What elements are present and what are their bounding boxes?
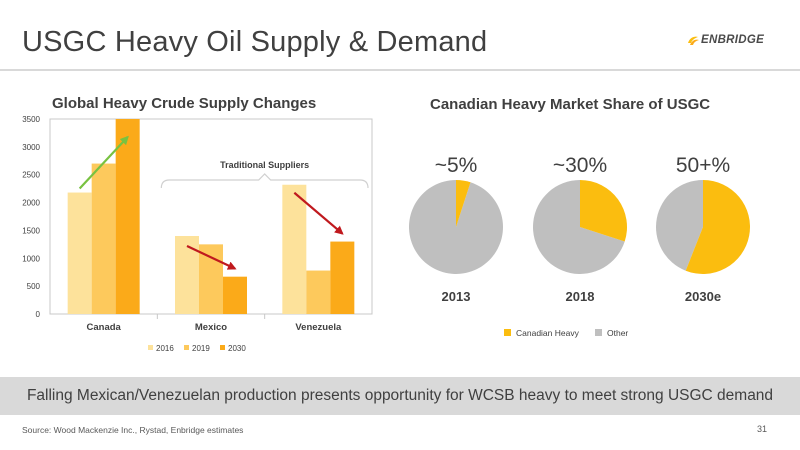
bar-canada-2016: [67, 192, 92, 314]
share-label-2013: ~5%: [435, 154, 478, 177]
venezuela-decline-arrow: [293, 191, 344, 235]
pie-2030e: 50+% 2030e: [656, 154, 750, 304]
pie-year-label-2030e: 2030e: [685, 289, 721, 304]
logo-text: ENBRIDGE: [701, 34, 765, 46]
pie-legend: Canadian Heavy Other: [504, 328, 628, 338]
y-tick-label-1: 500: [27, 282, 41, 291]
y-tick-label-4: 2000: [22, 199, 40, 208]
legend-label-2019: 2019: [192, 344, 210, 353]
y-tick-label-7: 3500: [22, 115, 40, 124]
x-category-label-mexico: Mexico: [195, 322, 227, 333]
bar-mexico-2030: [223, 276, 247, 314]
pie-slice-canadian-heavy-2013: [456, 180, 471, 227]
bar-venezuela-2019: [306, 270, 331, 314]
y-tick-label-5: 2500: [22, 171, 40, 180]
share-label-2030e: 50+%: [676, 154, 730, 177]
pie-slice-other-2030e: [656, 180, 703, 271]
y-tick-label-3: 1500: [22, 226, 40, 235]
enbridge-logo: ENBRIDGE: [686, 30, 786, 50]
legend-swatch-2019: [184, 345, 189, 350]
legend-swatch-other: [595, 329, 602, 336]
flame-logo-icon: [688, 36, 699, 45]
x-category-label-canada: Canada: [87, 322, 122, 333]
supply-bar-chart: 0 500 1000 1500 2000 2500 3000 3500 Canada Mexico…: [22, 115, 373, 353]
pie-2013: ~5% 2013: [409, 154, 503, 304]
legend-swatch-2016: [148, 345, 153, 350]
bar-chart-title: Global Heavy Crude Supply Changes: [52, 95, 317, 112]
x-category-label-venezuela: Venezuela: [295, 322, 342, 333]
pie-year-label-2018: 2018: [566, 289, 595, 304]
bar-canada-2019: [91, 163, 116, 314]
legend-label-other: Other: [607, 328, 628, 338]
legend-label-2030: 2030: [228, 344, 246, 353]
y-tick-label-0: 0: [36, 310, 41, 319]
market-share-pies: ~5% 2013 ~30% 2018 50+% 2030e Canadian Heavy Ot…: [409, 154, 750, 338]
slide-title: USGC Heavy Oil Supply & Demand: [22, 26, 488, 58]
pie-slice-canadian-heavy-2018: [580, 180, 627, 242]
bar-venezuela-2030: [330, 241, 355, 314]
bar-canada-2030: [115, 119, 140, 314]
legend-swatch-canadian-heavy: [504, 329, 511, 336]
canada-growth-arrow: [78, 135, 129, 190]
page-number: 31: [756, 424, 767, 434]
y-tick-label-6: 3000: [22, 143, 40, 152]
source-note: Source: Wood Mackenzie Inc., Rystad, Enb…: [22, 425, 244, 435]
bar-mexico-2019: [199, 244, 223, 314]
pie-year-label-2013: 2013: [442, 289, 471, 304]
legend-swatch-2030: [220, 345, 225, 350]
bar-mexico-2016: [175, 236, 199, 314]
title-divider: [0, 69, 800, 71]
traditional-suppliers-bracket: [160, 173, 369, 189]
legend-label-canadian-heavy: Canadian Heavy: [516, 328, 580, 338]
takeaway-text: Falling Mexican/Venezuelan production pr…: [26, 387, 774, 404]
traditional-suppliers-label: Traditional Suppliers: [220, 160, 309, 170]
takeaway-banner: Falling Mexican/Venezuelan production pr…: [0, 377, 800, 415]
mexico-decline-arrow: [186, 245, 237, 270]
pie-section-title: Canadian Heavy Market Share of USGC: [430, 96, 711, 113]
pie-2018: ~30% 2018: [533, 154, 627, 304]
share-label-2018: ~30%: [553, 154, 607, 177]
pie-slice-canadian-heavy-2030e: [685, 180, 750, 274]
pie-slice-other-2018: [533, 180, 625, 274]
y-tick-label-2: 1000: [22, 254, 40, 263]
bar-legend: 2016 2019 2030: [148, 344, 246, 353]
bar-venezuela-2016: [282, 184, 307, 314]
legend-label-2016: 2016: [156, 344, 174, 353]
